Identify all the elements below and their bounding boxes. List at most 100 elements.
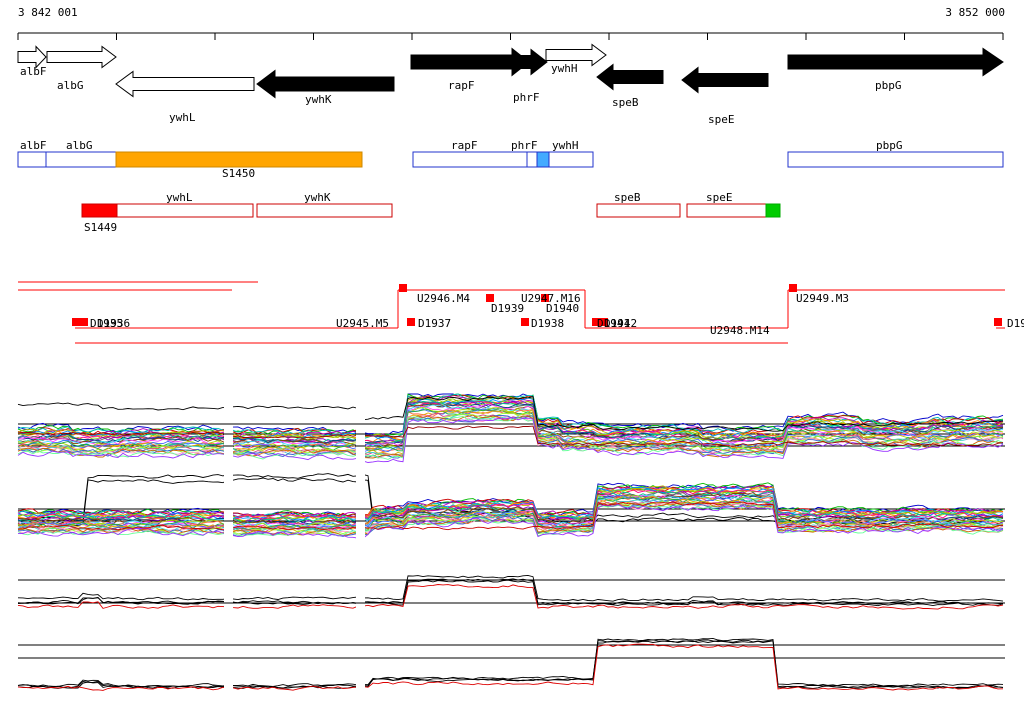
feature-label-albF: albF [20, 139, 47, 152]
expression-trace [17, 412, 1004, 458]
probe-gap [356, 636, 365, 702]
segment-label-U2947.M16[interactable]: U2947.M16 [521, 292, 581, 305]
expression-trace [17, 579, 1004, 607]
feature-label-S1450: S1450 [222, 167, 255, 180]
breakpoint-marker[interactable] [72, 318, 80, 326]
feature-box-phrF-marker[interactable] [536, 151, 550, 168]
breakpoint-marker[interactable] [80, 318, 88, 326]
segment-label-D1939[interactable]: D1939 [491, 302, 524, 315]
expression-trace [17, 396, 1004, 432]
gene-arrow-albG[interactable] [46, 45, 117, 69]
prediction-box-speE-marker[interactable] [765, 203, 781, 218]
feature-box-albG[interactable] [45, 151, 117, 168]
ruler [17, 32, 1004, 40]
segment-label-D1935[interactable]: D1935 [90, 317, 123, 330]
gene-arrow-phrF[interactable] [519, 48, 548, 76]
expression-trace [17, 414, 1004, 459]
expression-band-3 [17, 573, 1005, 630]
gene-arrow-speB[interactable] [596, 63, 664, 91]
expression-trace [17, 643, 1004, 691]
breakpoint-marker[interactable] [486, 294, 494, 302]
prediction-label-speB: speB [614, 191, 641, 204]
expression-band-4 [17, 636, 1005, 702]
gene-arrow-speE[interactable] [681, 66, 769, 94]
prediction-box-S1449[interactable] [81, 203, 118, 218]
expression-trace [17, 415, 1004, 460]
segment-label-D1942[interactable]: D1942 [604, 317, 637, 330]
expression-trace [17, 492, 1004, 526]
expression-trace [17, 501, 1004, 536]
prediction-label-speE: speE [706, 191, 733, 204]
feature-box-S1450[interactable] [115, 151, 363, 168]
expression-trace [17, 574, 1004, 602]
prediction-box-track: S1449 ywhL ywhK speB speE [81, 191, 781, 234]
gene-label-albF: albF [20, 65, 47, 78]
breakpoint-marker[interactable] [592, 318, 600, 326]
segment-label-D1936[interactable]: D1936 [97, 317, 130, 330]
feature-box-pbpG[interactable] [787, 151, 1004, 168]
gene-arrow-albF[interactable] [17, 45, 47, 69]
feature-box-ywhH[interactable] [548, 151, 594, 168]
expression-trace [17, 498, 1004, 534]
gene-label-speE: speE [708, 113, 735, 126]
expression-trace [17, 396, 1004, 441]
breakpoint-marker[interactable] [600, 318, 608, 326]
breakpoint-marker[interactable] [521, 318, 529, 326]
expression-trace [18, 501, 1004, 531]
expression-trace [17, 489, 1004, 522]
expression-trace [17, 500, 1004, 535]
gene-arrow-ywhH[interactable] [545, 43, 607, 67]
expression-trace [17, 639, 1004, 689]
ruler-end-coordinate: 3 852 000 [945, 6, 1005, 19]
gene-arrow-pbpG[interactable] [787, 47, 1004, 77]
feature-box-albF[interactable] [17, 151, 47, 168]
expression-trace [17, 584, 1004, 610]
prediction-box-speB[interactable] [596, 203, 681, 218]
expression-trace [17, 403, 1004, 450]
segment-label-D1940[interactable]: D1940 [546, 302, 579, 315]
ruler-start-coordinate: 3 842 001 [18, 6, 78, 19]
segment-label-U2945.M5[interactable]: U2945.M5 [336, 317, 389, 330]
breakpoint-marker[interactable] [994, 318, 1002, 326]
expression-trace [17, 393, 1004, 438]
segment-label-D1937[interactable]: D1937 [418, 317, 451, 330]
gene-arrow-rapF[interactable] [410, 47, 530, 77]
gene-label-albG: albG [57, 79, 84, 92]
expression-trace [17, 501, 1004, 536]
expression-band-2 [17, 470, 1005, 550]
prediction-label-ywhK: ywhK [304, 191, 331, 204]
breakpoint-marker[interactable] [541, 294, 549, 302]
expression-trace [17, 409, 1004, 452]
expression-trace [17, 417, 1004, 463]
prediction-box-speE[interactable] [686, 203, 767, 218]
segment-label-U2948.M14[interactable]: U2948.M14 [710, 324, 770, 337]
breakpoint-marker[interactable] [399, 284, 407, 292]
segment-label-D1941[interactable]: D1941 [597, 317, 630, 330]
gene-label-rapF: rapF [448, 79, 475, 92]
segment-label-D19[interactable]: D19 [1007, 317, 1024, 330]
segment-label-D1938[interactable]: D1938 [531, 317, 564, 330]
feature-label-pbpG: pbpG [876, 139, 903, 152]
gene-arrow-ywhL[interactable] [115, 70, 255, 98]
prediction-box-ywhK[interactable] [256, 203, 393, 218]
gene-arrow-ywhK[interactable] [256, 69, 395, 99]
gene-label-phrF: phrF [513, 91, 540, 104]
probe-gap [224, 470, 233, 550]
breakpoint-marker[interactable] [407, 318, 415, 326]
feature-box-rapF[interactable] [412, 151, 528, 168]
feature-box-phrF[interactable] [526, 151, 538, 168]
expression-trace [17, 407, 1004, 450]
segment-label-U2949.M3[interactable]: U2949.M3 [796, 292, 849, 305]
segment-label-U2946.M4[interactable]: U2946.M4 [417, 292, 470, 305]
expression-trace [17, 403, 1004, 447]
expression-plot-tracks [17, 392, 1005, 702]
gene-label-ywhL: ywhL [169, 111, 196, 124]
prediction-box-ywhL[interactable] [116, 203, 254, 218]
probe-gap [356, 392, 365, 468]
expression-trace [17, 402, 1004, 444]
feature-label-albG: albG [66, 139, 93, 152]
breakpoint-marker[interactable] [789, 284, 797, 292]
expression-trace [17, 578, 1004, 606]
